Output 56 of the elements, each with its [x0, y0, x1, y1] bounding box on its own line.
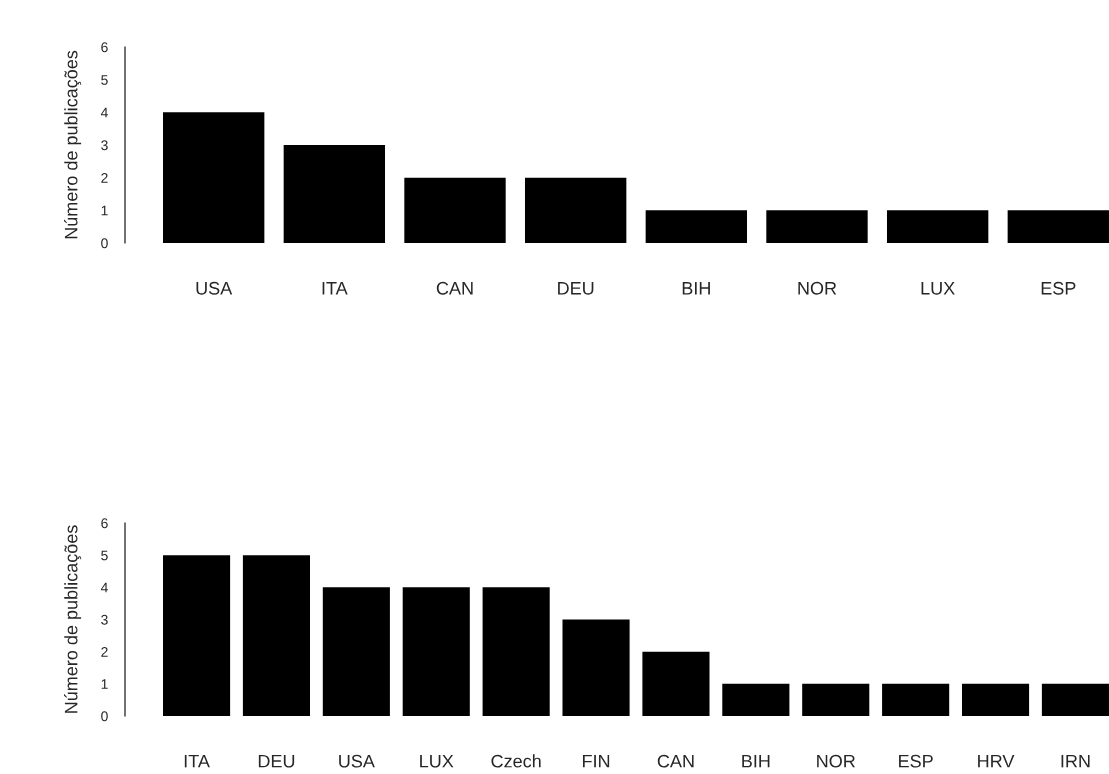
x-tick-label: NOR [798, 281, 837, 295]
bar [524, 177, 627, 243]
bar [722, 683, 790, 716]
bar [961, 683, 1030, 716]
x-tick-label: DEU [558, 282, 594, 295]
y-tick-label: 3 [101, 140, 108, 151]
y-tick-label: 2 [101, 647, 108, 657]
y-tick-label: 3 [101, 614, 108, 625]
x-tick-label: HRV [978, 754, 1015, 768]
bar [163, 112, 265, 243]
bar [1041, 683, 1109, 716]
x-tick-label: Czech [491, 754, 541, 768]
x-tick-label: BIH [682, 282, 710, 295]
y-tick-label: 6 [101, 42, 108, 53]
y-tick-label: 4 [100, 582, 108, 593]
x-tick-label: ESP [1041, 281, 1076, 295]
x-tick-label: BIH [742, 754, 770, 768]
y-axis-title: Número de publicações [64, 50, 82, 239]
y-tick-label: 1 [101, 679, 108, 689]
bar [882, 683, 950, 716]
bar [562, 619, 630, 716]
bar [642, 651, 710, 716]
y-tick-label: 2 [101, 173, 108, 183]
x-tick-label: CAN [657, 754, 694, 768]
x-tick-label: DEU [258, 754, 295, 768]
x-tick-label: IRN [1061, 754, 1090, 768]
x-tick-label: ESP [899, 754, 933, 768]
x-tick-label: ITA [322, 282, 348, 295]
bar [163, 555, 231, 716]
bar [283, 145, 386, 243]
y-tick-label: 1 [101, 205, 108, 216]
x-tick-label: CAN [436, 281, 473, 295]
bar [402, 587, 470, 716]
bar [404, 177, 506, 243]
x-tick-label: USA [339, 754, 375, 768]
y-tick-label: 0 [101, 711, 108, 722]
y-tick-label: 5 [101, 550, 108, 561]
y-axis-title: Número de publicações [64, 525, 82, 713]
x-tick-label: NOR [817, 754, 855, 768]
y-tick-label: 0 [101, 238, 108, 249]
bar [322, 587, 390, 716]
bar [1007, 210, 1109, 243]
bar [645, 210, 748, 243]
y-tick-label: 4 [100, 107, 108, 118]
y-tick-label: 5 [101, 75, 108, 85]
bar [242, 555, 311, 716]
x-tick-label: USA [196, 281, 233, 295]
x-tick-label: FIN [582, 754, 610, 768]
bar [766, 210, 868, 243]
bar [482, 587, 550, 716]
bar [886, 210, 989, 243]
x-tick-label: LUX [921, 282, 955, 295]
y-tick-label: 6 [101, 518, 108, 529]
x-tick-label: ITA [184, 754, 210, 768]
x-tick-label: LUX [420, 754, 454, 768]
bar [802, 683, 870, 716]
